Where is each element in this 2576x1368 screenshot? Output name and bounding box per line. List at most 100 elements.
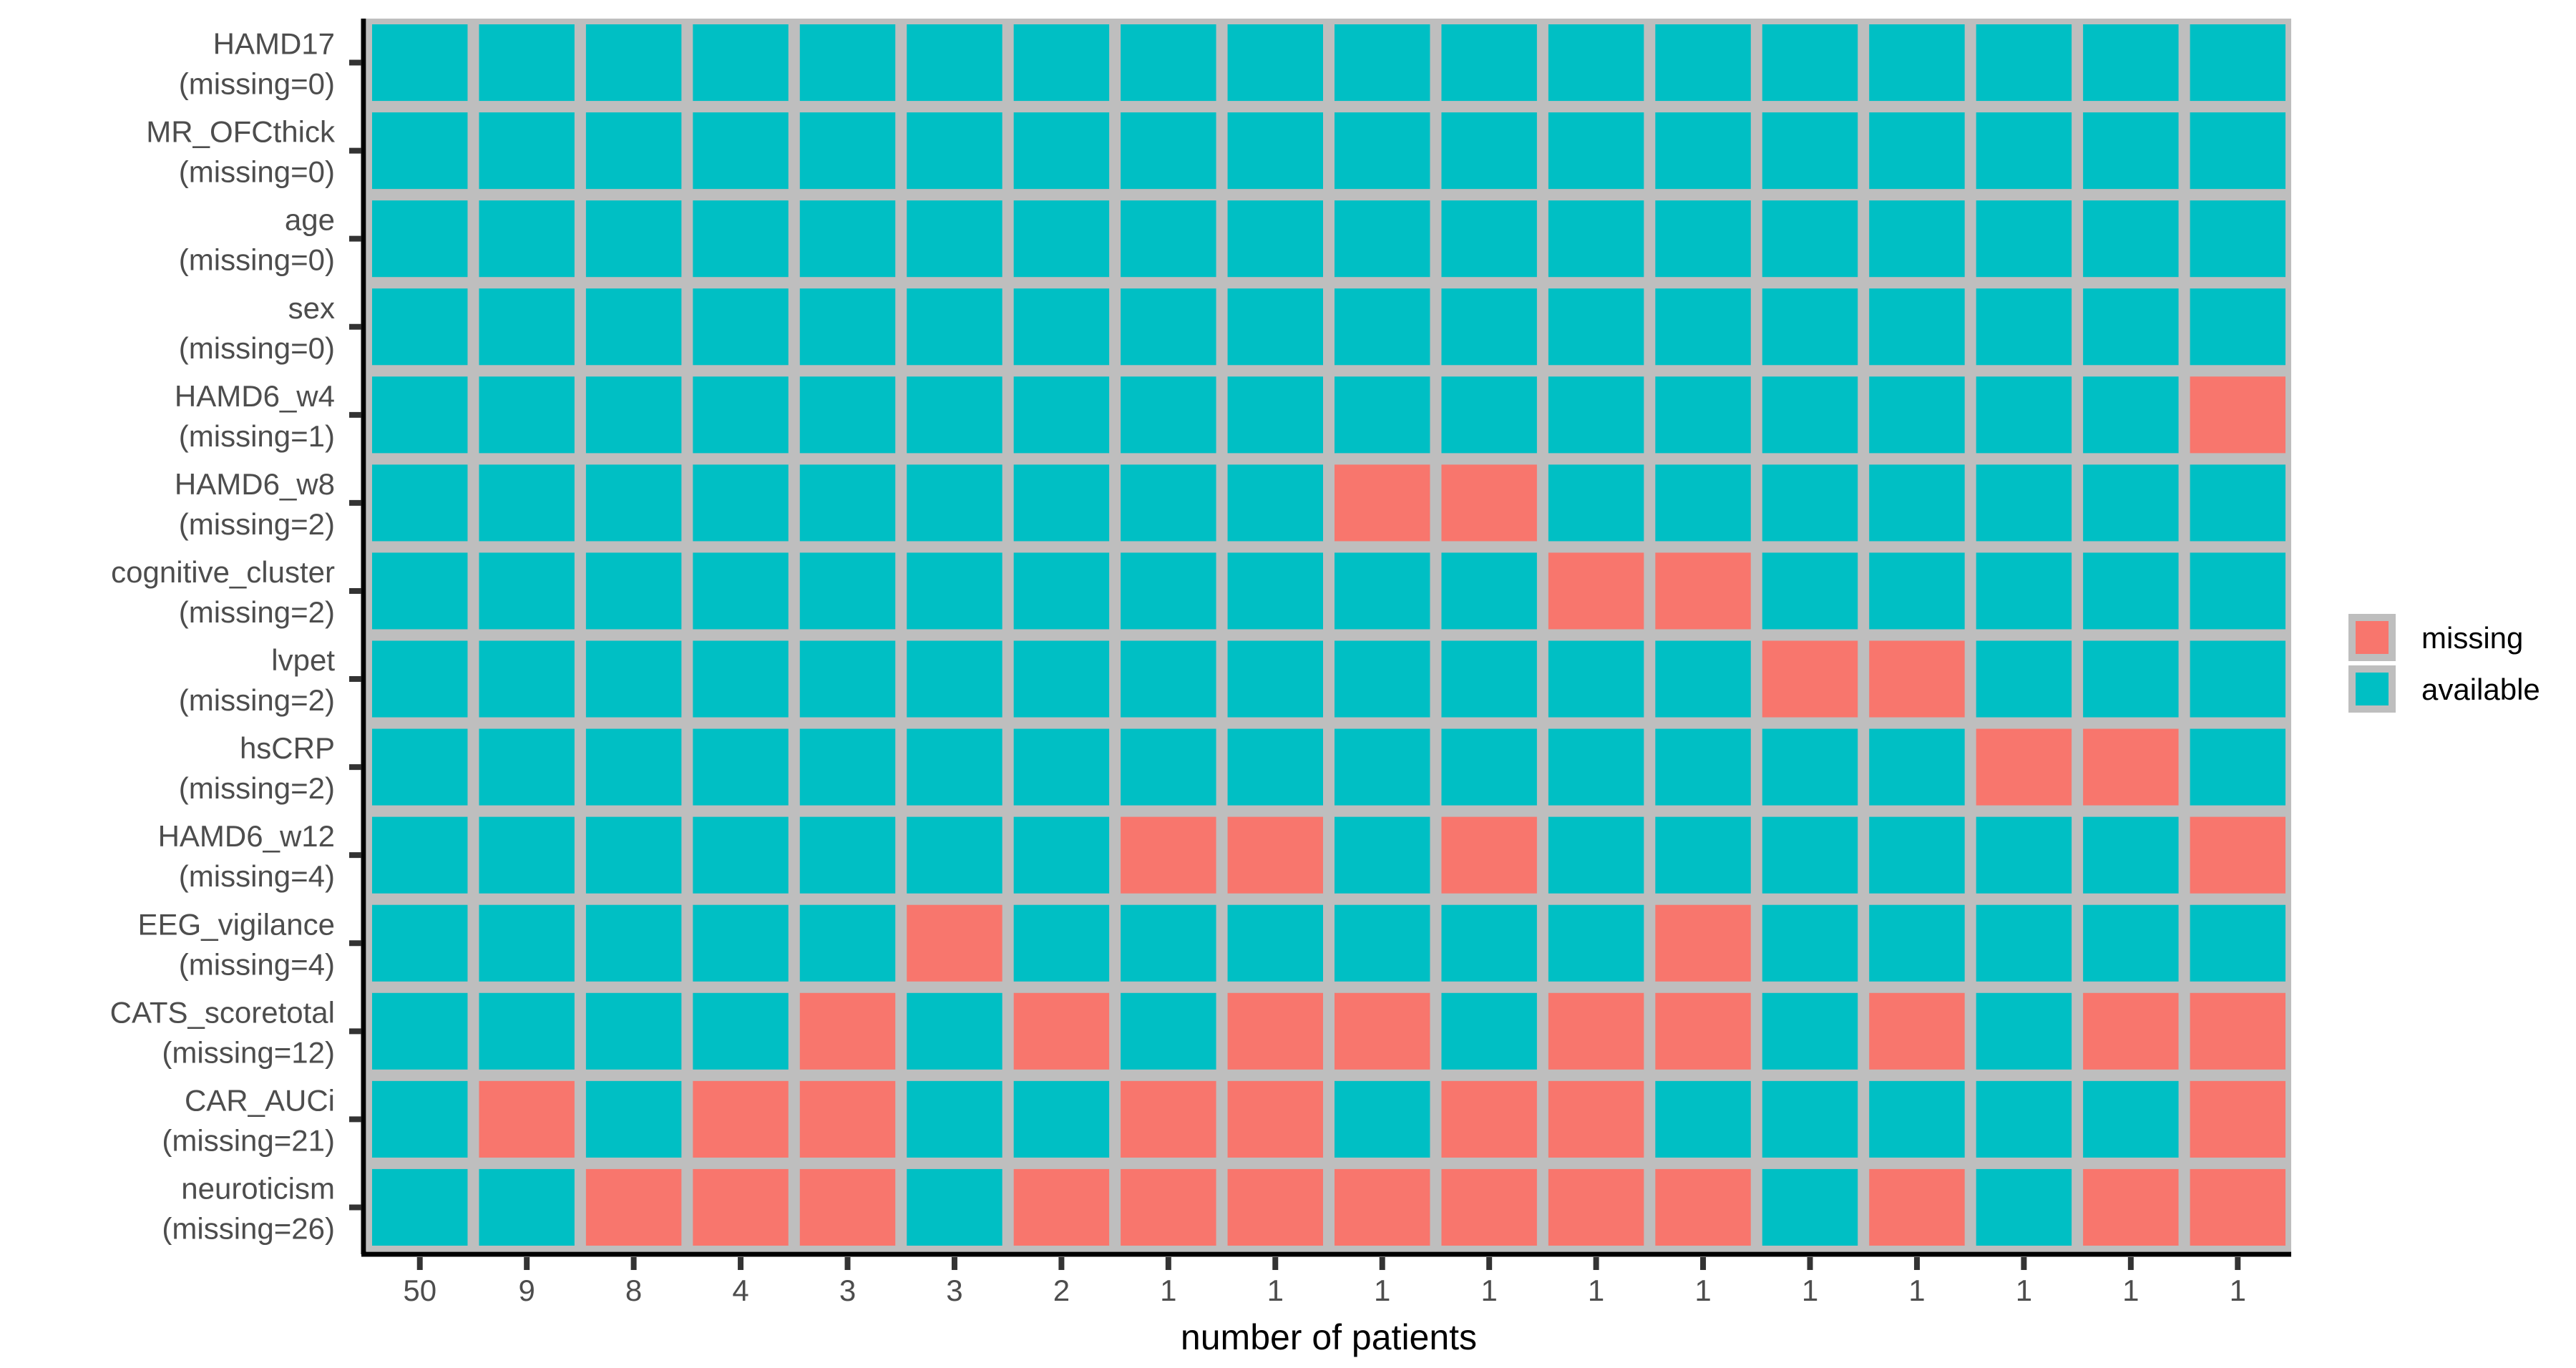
heatmap-cell: [1655, 904, 1751, 982]
legend-swatch-available: [2356, 673, 2389, 705]
heatmap-cell: [1762, 640, 1858, 718]
heatmap-cell: [372, 200, 468, 278]
legend: missing available: [2348, 614, 2540, 713]
x-tick-label: 1: [1267, 1274, 1284, 1307]
heatmap-cell: [693, 112, 789, 190]
heatmap-cell: [1655, 288, 1751, 366]
heatmap-cell: [479, 376, 575, 454]
heatmap-cell: [907, 816, 1002, 894]
heatmap-cell: [1335, 1168, 1430, 1246]
heatmap-cell: [479, 1080, 575, 1158]
heatmap-cell: [907, 1080, 1002, 1158]
heatmap-cell: [1121, 640, 1216, 718]
y-tick-label-missing: (missing=0): [179, 243, 335, 277]
heatmap-cell: [1869, 640, 1965, 718]
heatmap-cell: [1121, 992, 1216, 1070]
heatmap-cell: [693, 904, 789, 982]
heatmap-cell: [1335, 376, 1430, 454]
axes: [349, 19, 2291, 1270]
heatmap-cell: [799, 376, 896, 454]
heatmap-cell: [1227, 728, 1323, 806]
heatmap-cell: [1976, 552, 2072, 630]
heatmap-cell: [1976, 1080, 2072, 1158]
heatmap-cell: [799, 1080, 896, 1158]
heatmap-cell: [1976, 112, 2072, 190]
heatmap-cell: [799, 200, 896, 278]
heatmap-cell: [907, 904, 1002, 982]
heatmap-cell: [1335, 552, 1430, 630]
y-tick-label-missing: (missing=0): [179, 331, 335, 365]
heatmap-cell: [1548, 200, 1644, 278]
heatmap-cell: [479, 288, 575, 366]
heatmap-cell: [693, 200, 789, 278]
x-axis-title: number of patients: [1181, 1317, 1477, 1357]
heatmap-cell: [1548, 376, 1644, 454]
heatmap-cell: [1335, 464, 1430, 542]
x-tick-label: 9: [518, 1274, 535, 1307]
heatmap-cell: [2190, 640, 2285, 718]
x-tick-label: 50: [403, 1274, 436, 1307]
y-tick-label-missing: (missing=2): [179, 771, 335, 805]
heatmap-cell: [1227, 816, 1323, 894]
y-tick-label-name: sex: [288, 291, 335, 325]
heatmap-cell: [2190, 112, 2285, 190]
heatmap-cell: [2083, 112, 2179, 190]
y-tick-label-name: MR_OFCthick: [146, 115, 336, 149]
heatmap-cell: [372, 728, 468, 806]
y-tick-label-missing: (missing=4): [179, 947, 335, 981]
heatmap-cell: [1335, 112, 1430, 190]
heatmap-cell: [2083, 904, 2179, 982]
heatmap-cell: [2190, 728, 2285, 806]
heatmap-cell: [1869, 288, 1965, 366]
heatmap-cell: [1441, 992, 1537, 1070]
heatmap-cell: [1762, 992, 1858, 1070]
heatmap-cell: [479, 464, 575, 542]
heatmap-cell: [585, 1168, 682, 1246]
heatmap-cell: [2190, 288, 2285, 366]
x-tick-label: 1: [1480, 1274, 1497, 1307]
heatmap-cell: [1013, 464, 1110, 542]
heatmap-cell: [693, 640, 789, 718]
heatmap-cell: [2083, 24, 2179, 102]
heatmap-cell: [1976, 464, 2072, 542]
heatmap-cell: [479, 200, 575, 278]
heatmap-cell: [585, 112, 682, 190]
x-tick-label: 1: [1908, 1274, 1925, 1307]
heatmap-cell: [1976, 200, 2072, 278]
heatmap-cell: [1548, 640, 1644, 718]
heatmap-cell: [1976, 376, 2072, 454]
heatmap-cell: [799, 904, 896, 982]
heatmap-cell: [1335, 992, 1430, 1070]
heatmap-cell: [1013, 992, 1110, 1070]
heatmap-cell: [585, 992, 682, 1070]
heatmap-cell: [1976, 640, 2072, 718]
heatmap-cell: [1976, 904, 2072, 982]
heatmap-cell: [1227, 376, 1323, 454]
heatmap-cell: [372, 992, 468, 1070]
heatmap-cell: [693, 552, 789, 630]
heatmap-cell: [1013, 640, 1110, 718]
x-tick-label: 1: [1802, 1274, 1818, 1307]
heatmap-cell: [693, 288, 789, 366]
heatmap-cell: [1335, 24, 1430, 102]
heatmap-cell: [2083, 376, 2179, 454]
heatmap-cell: [1869, 904, 1965, 982]
heatmap-cell: [1655, 1080, 1751, 1158]
heatmap-cell: [479, 552, 575, 630]
heatmap-cell: [1227, 464, 1323, 542]
x-tick-label: 3: [946, 1274, 962, 1307]
heatmap-cell: [907, 376, 1002, 454]
heatmap-cell: [907, 200, 1002, 278]
heatmap-cell: [1013, 200, 1110, 278]
heatmap-cell: [1762, 288, 1858, 366]
heatmap-cell: [1869, 376, 1965, 454]
heatmap-cell: [2190, 816, 2285, 894]
heatmap-cell: [799, 288, 896, 366]
heatmap-cell: [1227, 288, 1323, 366]
heatmap-cell: [799, 640, 896, 718]
heatmap-cell: [1869, 1080, 1965, 1158]
heatmap-cell: [2190, 1168, 2285, 1246]
heatmap-cell: [479, 904, 575, 982]
heatmap-cell: [372, 816, 468, 894]
heatmap-cell: [1762, 1080, 1858, 1158]
